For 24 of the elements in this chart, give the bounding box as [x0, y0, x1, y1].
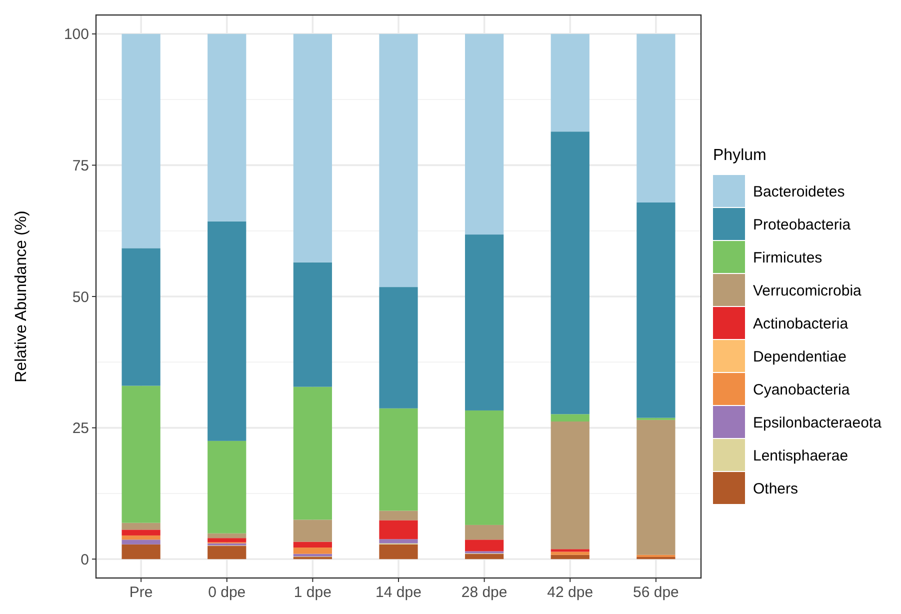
y-tick-label: 100: [64, 26, 89, 44]
legend-label: Firmicutes: [753, 249, 822, 266]
x-tick-label: 42 dpe: [547, 584, 594, 601]
y-tick-label: 50: [72, 288, 89, 306]
x-tick-label: 1 dpe: [294, 584, 332, 601]
x-tick-label: 56 dpe: [633, 584, 679, 601]
x-tick-label: Pre: [129, 584, 153, 601]
legend-label: Verrucomicrobia: [753, 282, 862, 300]
legend-label: Bacteroidetes: [753, 183, 845, 200]
legend-label: Actinobacteria: [753, 315, 849, 332]
y-axis-title: Relative Abundance (%): [13, 210, 30, 382]
x-tick-label: 14 dpe: [376, 584, 422, 601]
legend-label: Proteobacteria: [753, 216, 852, 234]
legend-label: Cyanobacteria: [753, 381, 850, 398]
y-tick-label: 0: [80, 551, 89, 568]
legend-title: Phylum: [713, 147, 766, 164]
y-tick-label: 75: [72, 157, 89, 174]
y-tick-label: 25: [72, 420, 89, 438]
legend-label: Epsilonbacteraeota: [753, 414, 882, 432]
x-tick-label: 28 dpe: [461, 584, 508, 601]
legend-label: Others: [753, 480, 798, 498]
x-tick-label: 0 dpe: [208, 584, 246, 601]
legend-label: Lentisphaerae: [753, 447, 848, 464]
legend-label: Dependentiae: [753, 348, 846, 366]
